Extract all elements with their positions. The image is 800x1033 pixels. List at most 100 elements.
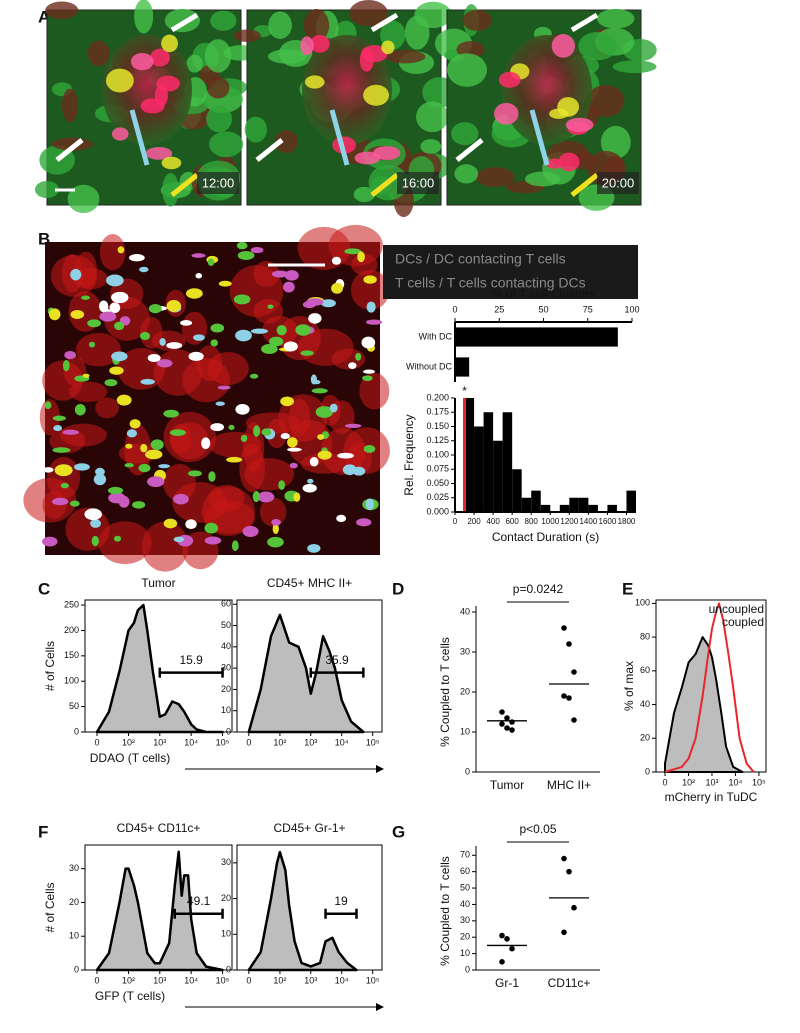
cell — [242, 525, 259, 537]
cell — [195, 272, 203, 279]
micrograph: 16:00 — [233, 0, 458, 218]
x-tick-label: Tumor — [490, 778, 524, 792]
y-tick-label: 0.150 — [426, 421, 449, 431]
tumor-cell — [75, 332, 122, 367]
timestamp-bg — [397, 172, 439, 194]
cell — [551, 34, 576, 58]
micrograph: DCs / DC contacting T cells T cells / T c… — [23, 224, 638, 572]
y-tick-label: 20 — [460, 686, 470, 696]
y-tick-label: 10 — [69, 931, 79, 941]
y-tick-label: 30 — [69, 863, 79, 873]
y-tick-label: 30 — [460, 915, 470, 925]
data-point — [499, 709, 505, 715]
cell — [309, 457, 319, 467]
y-tick-label: 0 — [226, 964, 231, 974]
cell — [447, 53, 488, 87]
cell — [48, 308, 61, 321]
data-point — [566, 868, 572, 875]
y-tick-label: 0.050 — [426, 478, 449, 488]
tumor-cell — [98, 521, 152, 565]
histogram-bar — [502, 412, 513, 512]
cell — [454, 164, 479, 184]
cell — [344, 248, 362, 255]
y-axis-label: % of max — [622, 661, 636, 711]
cell — [169, 429, 186, 437]
cell — [44, 401, 52, 410]
x-tick-label: 10⁵ — [216, 975, 230, 985]
tumor-cell — [42, 360, 83, 401]
cell — [163, 409, 179, 418]
cell — [356, 518, 372, 527]
histogram-curve — [664, 636, 744, 773]
cell — [261, 428, 272, 436]
x-tick-label: Gr-1 — [495, 976, 519, 990]
chart-flow: 35.9 0 10² 10³ 10⁴ 10⁵ 0 10 20 30 40 50 60 CD45+ MHC … — [221, 576, 383, 747]
annotation: p<0.05 — [519, 822, 556, 836]
cell — [148, 303, 162, 314]
histogram-bar — [483, 412, 494, 512]
cell — [140, 378, 155, 385]
x-tick-label: 1000 — [541, 517, 559, 526]
cell — [578, 31, 618, 61]
cell — [210, 10, 237, 31]
y-tick-label: 40 — [221, 641, 231, 651]
cell — [310, 34, 330, 53]
x-axis-label: GFP (T cells) — [95, 989, 165, 1003]
cell — [362, 375, 373, 382]
cell — [204, 536, 222, 545]
cell — [210, 423, 225, 432]
data-point — [566, 695, 572, 701]
cell — [130, 52, 154, 71]
tumor-cell — [181, 311, 208, 345]
histogram-bar — [493, 440, 503, 512]
cell — [201, 437, 211, 450]
cell — [210, 339, 219, 347]
x-tick-label: 0 — [95, 737, 100, 747]
y-tick-label: 0 — [74, 726, 79, 736]
y-tick-label: 0 — [465, 964, 470, 974]
chart-bar: % of T cell Clusters 0 25 50 75 100 With DC Wit… — [406, 287, 640, 382]
cell — [140, 443, 148, 453]
cell — [99, 300, 109, 313]
cell — [331, 256, 342, 265]
x-tick-label: 0 — [95, 975, 100, 985]
cell — [108, 492, 126, 504]
cell — [235, 329, 252, 342]
cell — [82, 373, 90, 378]
x-tick-label: 1200 — [560, 517, 578, 526]
cell — [558, 152, 580, 172]
data-point — [509, 727, 515, 733]
y-tick-label: 0.175 — [426, 407, 449, 417]
chart-dot: 0 10 20 30 40 50 60 70 Gr-1 CD11c+ p<0.05 % Coupled… — [438, 822, 600, 990]
cell — [90, 519, 101, 528]
annotation: p=0.0242 — [513, 582, 564, 596]
cell — [193, 334, 205, 341]
cell — [404, 15, 430, 50]
y-tick-label: 250 — [64, 599, 79, 609]
cell — [185, 519, 197, 530]
tumor-cell — [259, 497, 287, 527]
legend-box — [383, 245, 638, 299]
cell — [132, 501, 146, 509]
x-tick-label: 10⁴ — [184, 975, 198, 985]
data-point — [566, 641, 572, 647]
x-tick-label: 10³ — [153, 975, 166, 985]
bar — [455, 357, 470, 377]
cell — [206, 76, 230, 99]
cell — [204, 39, 232, 73]
category-label: With DC — [419, 331, 453, 341]
y-tick-label: 10 — [221, 705, 231, 715]
x-tick-label: MHC II+ — [547, 778, 591, 792]
cell — [111, 291, 129, 304]
cell — [307, 478, 314, 484]
y-tick-label: 0.100 — [426, 449, 449, 459]
tumor-cell — [49, 428, 86, 453]
cell — [114, 321, 125, 331]
cell — [336, 514, 347, 523]
cell — [420, 139, 442, 154]
cell — [366, 301, 376, 313]
cell — [329, 403, 338, 413]
gate-percent: 19 — [334, 894, 348, 908]
cell — [134, 0, 154, 34]
